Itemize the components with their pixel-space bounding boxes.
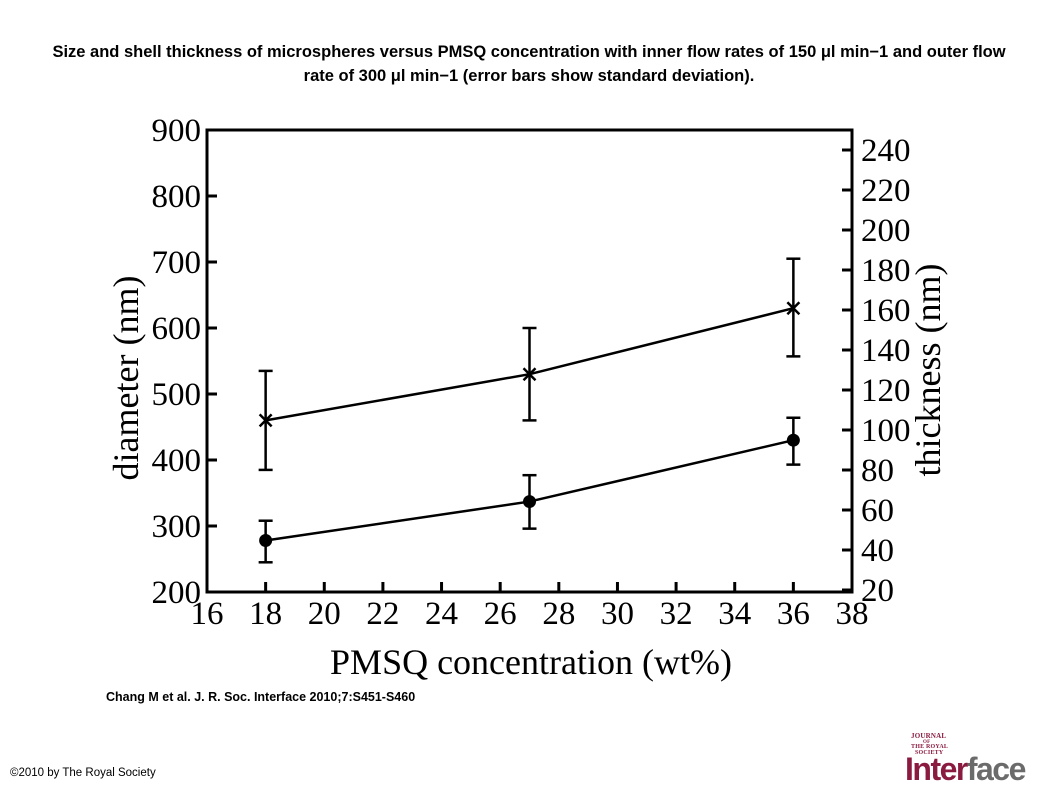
y-right-tick-label: 180 [861,253,911,289]
x-tick-label: 16 [191,596,224,632]
y-right-tick-label: 160 [861,293,911,329]
data-point-circle [523,495,536,509]
x-axis-title: PMSQ concentration (wt%) [330,642,732,682]
y-right-tick-label: 120 [861,373,911,409]
x-tick-label: 18 [249,596,282,632]
series-layer [258,257,801,564]
y-left-tick-label: 800 [152,179,202,215]
journal-logo: JOURNAL OF THE ROYAL SOCIETY Interface [905,732,1026,786]
logo-word-rest: face [966,751,1027,787]
x-tick-label: 26 [484,596,517,632]
y-right-tick-label: 20 [861,573,894,609]
chart-title: Size and shell thickness of microspheres… [52,43,1006,85]
y-left-tick-label: 500 [152,377,202,413]
y-right-tick-label: 200 [861,213,911,249]
y-axis-left: 200 300 400 500 600 700 800 900 [152,113,217,611]
y-left-tick-label: 600 [152,311,202,347]
cross-stroke [786,301,801,316]
y-right-tick-label: 140 [861,333,911,369]
data-point-cross [786,301,801,316]
y-axis-left-title: diameter (nm) [106,276,146,481]
logo-line-1: JOURNAL [911,732,947,740]
x-tick-label: 38 [836,596,869,632]
x-tick-label: 20 [308,596,341,632]
x-tick-label: 28 [542,596,575,632]
logo-wordmark: Interface [905,751,1027,787]
series-cross [258,257,801,472]
logo-line-3: THE ROYAL [911,744,949,750]
y-right-tick-label: 220 [861,173,911,209]
x-tick-label: 24 [425,596,458,632]
y-left-tick-label: 700 [152,245,202,281]
y-axis-right: 20 40 60 80 100 120 140 160 180 200 220 240 [842,133,911,609]
x-tick-label: 34 [718,596,751,632]
x-tick-label: 30 [601,596,634,632]
y-right-tick-label: 100 [861,413,911,449]
y-right-tick-label: 60 [861,493,894,529]
y-axis-right-title: thickness (nm) [908,264,948,477]
series-circle [258,416,801,564]
copyright-notice: ©2010 by The Royal Society [10,767,156,779]
cross-stroke [522,367,537,382]
citation: Chang M et al. J. R. Soc. Interface 2010… [106,690,416,704]
data-point-cross [522,367,537,382]
y-left-tick-label: 900 [152,113,202,149]
data-point-circle [786,433,800,447]
x-tick-label: 22 [366,596,399,632]
logo-line-2: OF [923,740,931,745]
y-right-tick-label: 80 [861,453,894,489]
logo-word-first: Inter [905,751,968,787]
x-tick-label: 36 [777,596,810,632]
y-left-tick-label: 400 [152,443,202,479]
y-right-tick-label: 40 [861,533,894,569]
data-point-cross [258,413,273,428]
plot-frame [205,128,854,594]
plot-border [205,128,854,594]
data-point-circle [259,534,273,548]
cross-stroke [258,413,273,428]
logo-line-4: SOCIETY [915,750,944,756]
x-tick-label: 32 [660,596,693,632]
x-axis: 16 18 20 22 24 26 28 30 32 34 36 38 [191,582,869,632]
y-left-tick-label: 200 [152,575,202,611]
y-left-tick-label: 300 [152,509,202,545]
y-right-tick-label: 240 [861,133,911,169]
